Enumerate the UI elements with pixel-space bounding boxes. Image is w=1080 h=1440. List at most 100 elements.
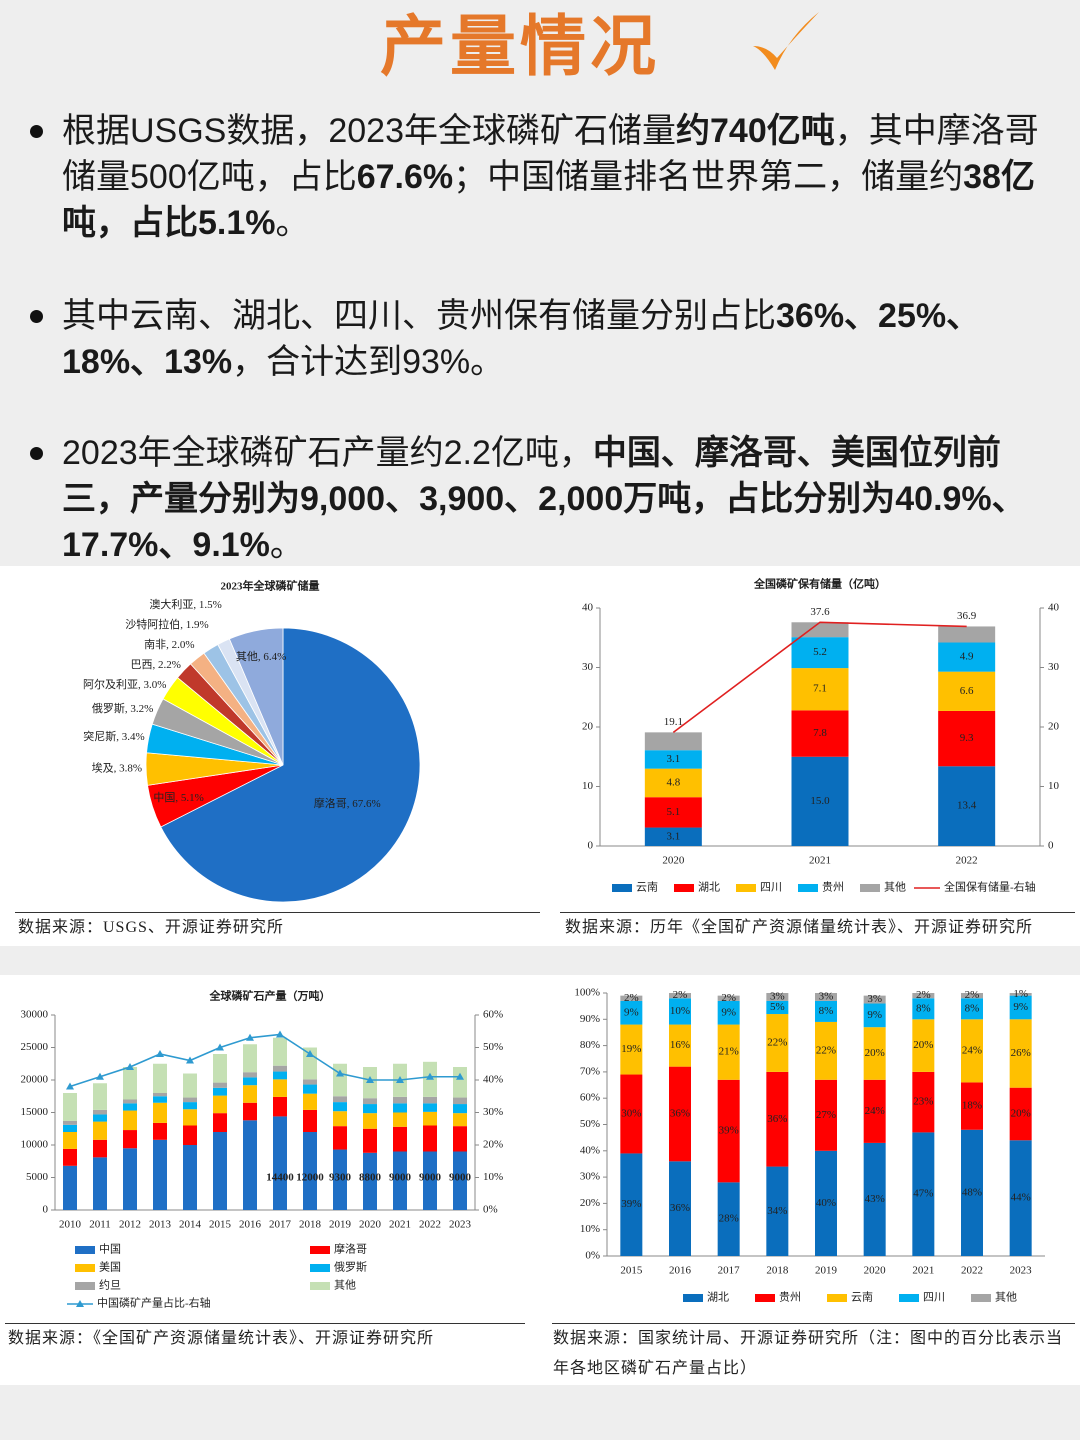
data-label: 2% [673, 989, 688, 1001]
bar-segment [453, 1126, 467, 1152]
data-label: 3.1 [666, 753, 680, 765]
bar-segment [669, 993, 691, 999]
line-series [672, 621, 967, 733]
y-tick-label: 20 [582, 721, 594, 733]
bullet-text: 38亿吨，占比5.1% [62, 158, 1035, 242]
bullet-text: 。 [275, 204, 310, 242]
legend-swatch [827, 1294, 847, 1302]
legend-label: 中国 [99, 1243, 121, 1256]
bar-segment [243, 1077, 257, 1086]
bar-segment [863, 1027, 886, 1080]
y-tick-label: 40% [580, 1144, 600, 1156]
bar-segment [815, 993, 837, 1001]
chart-title: 2023年全球磷矿储量 [221, 579, 320, 593]
bullet-text: ；中国储量排名世界第二，储量约 [453, 158, 964, 196]
data-label: 12000 [296, 1172, 324, 1184]
data-label: 3% [867, 993, 882, 1005]
bar-segment [669, 998, 691, 1025]
bar-segment [183, 1145, 197, 1210]
bar-segment [791, 637, 849, 669]
legend-swatch [612, 884, 632, 892]
data-label: 22% [767, 1037, 787, 1049]
data-label: 6.6 [960, 685, 974, 697]
data-label: 28% [719, 1213, 739, 1225]
x-tick-label: 2017 [718, 1265, 741, 1277]
bar-segment [863, 995, 886, 1004]
legend-label: 四川 [760, 882, 782, 894]
y-tick-label: 20000 [21, 1074, 49, 1086]
bar-segment [620, 1024, 643, 1075]
bar-segment [303, 1093, 317, 1110]
data-label: 19.1 [664, 716, 683, 728]
bar-segment [393, 1126, 407, 1152]
bar-segment [243, 1085, 257, 1103]
line-marker [156, 1050, 164, 1057]
x-tick-label: 2010 [59, 1219, 82, 1231]
data-label: 44% [1011, 1192, 1031, 1204]
bullet-text: 2023年全球磷矿石产量约2.2亿吨， [62, 434, 593, 472]
legend-label: 美国 [99, 1261, 121, 1274]
bar-segment [766, 1000, 789, 1015]
data-label: 2% [624, 992, 639, 1004]
bar-segment [815, 1150, 837, 1256]
source-note: 数据来源：国家统计局、开源证券研究所（注：图中的百分比表示当年各地区磷矿石产量占… [553, 1330, 1064, 1377]
bullet-text: ，其中摩洛哥储量500亿吨，占比 [62, 112, 1039, 196]
bar-segment [453, 1067, 467, 1098]
data-label: 8800 [359, 1172, 382, 1184]
bar-segment [644, 732, 702, 751]
data-label: 3% [819, 990, 834, 1002]
x-tick-label: 2017 [269, 1219, 292, 1231]
bar-segment [669, 1066, 691, 1162]
bar-segment [363, 1104, 377, 1114]
x-tick-label: 2022 [419, 1219, 441, 1231]
y2-tick-label: 10 [1048, 780, 1060, 792]
bar-segment [63, 1148, 77, 1166]
bar-segment [1009, 1087, 1032, 1141]
data-label: 俄罗斯, 3.2% [92, 702, 153, 715]
data-label: 22% [816, 1044, 836, 1056]
y-tick-label: 15000 [21, 1106, 49, 1118]
bullet-text: ，合计达到93%。 [232, 343, 505, 381]
bar-segment [961, 998, 983, 1020]
y-tick-label: 10% [580, 1223, 600, 1235]
bar-segment [333, 1126, 347, 1150]
line-marker [246, 1033, 254, 1041]
data-label: 26% [1011, 1047, 1031, 1059]
data-label: 37.6 [810, 606, 830, 618]
bar-segment [717, 1024, 740, 1080]
bar-segment [333, 1149, 347, 1210]
data-label: 16% [670, 1039, 690, 1051]
chart: 0% 10% 20% 30% 40% 50% 60% 70% 80% 90% 100% 2015 201… [574, 987, 1045, 1304]
bar-segment [1009, 1140, 1032, 1256]
bar-segment [93, 1139, 107, 1158]
bar-segment [791, 622, 849, 638]
x-tick-label: 2020 [359, 1219, 382, 1231]
legend-label: 四川 [923, 1292, 945, 1304]
data-label: 中国, 5.1% [153, 791, 203, 804]
data-label: 36% [670, 1202, 690, 1214]
bar-segment [453, 1151, 467, 1210]
bar-segment [938, 626, 996, 643]
bar-segment [183, 1102, 197, 1110]
x-tick-label: 2020 [864, 1265, 887, 1277]
y-tick-label: 50% [580, 1118, 600, 1130]
bar-segment [213, 1113, 227, 1132]
bar-segment [766, 1014, 789, 1072]
bar-segment [620, 1153, 643, 1256]
bar-segment [791, 710, 849, 757]
y-tick-label: 60% [580, 1092, 600, 1104]
legend-swatch [75, 1282, 95, 1290]
data-label: 23% [913, 1096, 933, 1108]
bar-segment [243, 1044, 257, 1073]
bar-segment [717, 995, 740, 1001]
bar-segment [63, 1165, 77, 1210]
legend-swatch [310, 1264, 330, 1272]
y2-tick-label: 0% [483, 1204, 498, 1216]
bar-segment [423, 1096, 437, 1104]
source-note: 数据来源：《全国矿产资源储量统计表》、开源证券研究所 [8, 1330, 435, 1347]
legend-label: 贵州 [779, 1291, 801, 1304]
data-label: 4.9 [960, 651, 974, 663]
x-tick-label: 2019 [815, 1265, 838, 1277]
bar-segment [453, 1104, 467, 1114]
